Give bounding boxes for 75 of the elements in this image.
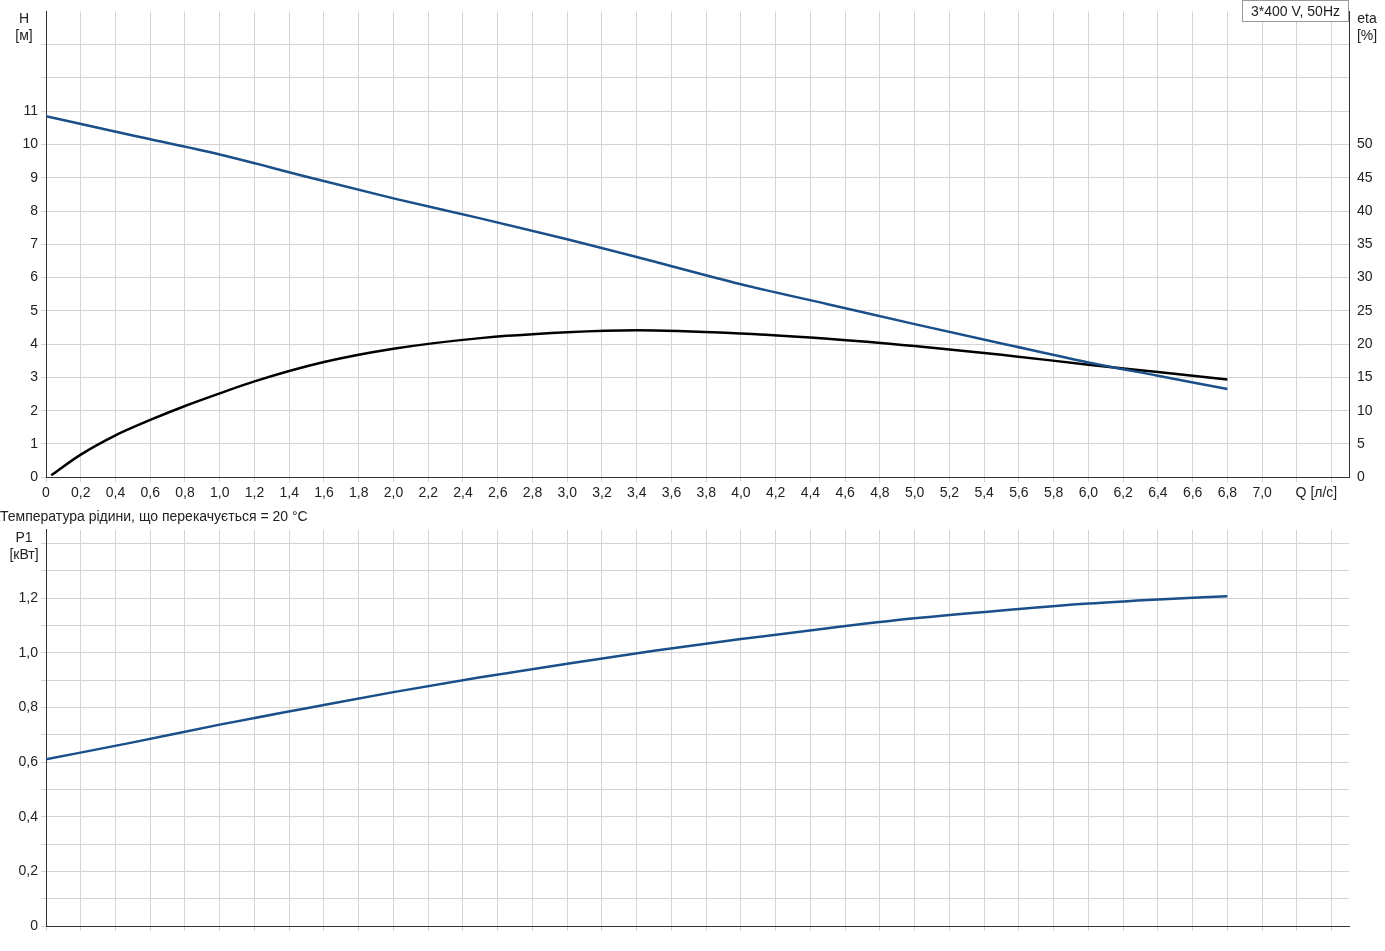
x-tick-label: 5,4 bbox=[974, 484, 995, 501]
line-series bbox=[46, 594, 1229, 761]
y-tick-label: 0 bbox=[30, 916, 39, 933]
x-tick-label: 7,0 bbox=[1252, 484, 1273, 501]
x-tick-label: 0,6 bbox=[140, 484, 161, 501]
y2-axis-title: eta [%] bbox=[1356, 10, 1378, 44]
y2-tick-label: 5 bbox=[1357, 434, 1365, 451]
x-tick-label: 4,8 bbox=[870, 484, 890, 501]
y2-tick-label: 20 bbox=[1357, 334, 1373, 351]
y-tick-label: 1 bbox=[30, 434, 39, 451]
y2-tick-label: 40 bbox=[1357, 201, 1373, 218]
y-tick-label: 0,4 bbox=[18, 807, 39, 824]
x-tick-label: 5,8 bbox=[1043, 484, 1064, 501]
y-tick-label: 7 bbox=[30, 235, 39, 252]
x-tick-label: 4,4 bbox=[800, 484, 821, 501]
x-tick-label: 1,6 bbox=[314, 484, 334, 501]
y-tick-label: 0 bbox=[30, 468, 39, 485]
y2-tick-label: 0 bbox=[1357, 468, 1365, 485]
x-tick-label: 2,8 bbox=[522, 484, 543, 501]
x-tick-label: 3,0 bbox=[557, 484, 578, 501]
y-tick-label: 1,2 bbox=[18, 588, 39, 605]
y2-tick-label: 45 bbox=[1357, 168, 1373, 185]
x-tick-label: 3,4 bbox=[626, 484, 647, 501]
x-tick-label: 4,0 bbox=[731, 484, 751, 501]
x-tick-label: 4,2 bbox=[765, 484, 786, 501]
y2-tick-label: 35 bbox=[1357, 235, 1373, 252]
x-tick-label: 4,6 bbox=[835, 484, 856, 501]
x-tick-label: 6,4 bbox=[1148, 484, 1168, 501]
y-tick-label: 4 bbox=[30, 334, 39, 351]
y-tick-label: 9 bbox=[30, 168, 39, 185]
x-tick-label: 2,0 bbox=[383, 484, 404, 501]
x-tick-label: 5,6 bbox=[1009, 484, 1029, 501]
x-tick-label: 3,6 bbox=[661, 484, 682, 501]
y-tick-label: 1,0 bbox=[18, 643, 39, 660]
chart-title: Температура рідини, що перекачується = 20 °C bbox=[0, 508, 308, 525]
x-tick-label: 2,4 bbox=[453, 484, 473, 501]
x-axis-title: Q [л/с] bbox=[1295, 484, 1338, 501]
x-tick-label: 0,2 bbox=[71, 484, 91, 501]
x-tick-label: 5,2 bbox=[939, 484, 960, 501]
y-tick-label: 2 bbox=[30, 401, 39, 418]
x-tick-label: 0,8 bbox=[175, 484, 195, 501]
x-tick-label: 1,2 bbox=[244, 484, 265, 501]
y-tick-label: 8 bbox=[30, 201, 39, 218]
y-tick-label: 5 bbox=[30, 301, 39, 318]
x-tick-label: 3,8 bbox=[696, 484, 717, 501]
y-axis-title: P1 [кВт] bbox=[9, 528, 39, 562]
x-tick-label: 2,6 bbox=[487, 484, 508, 501]
x-tick-label: 0 bbox=[42, 484, 51, 501]
y2-tick-label: 25 bbox=[1357, 301, 1373, 318]
annotation: 3*400 V, 50Hz bbox=[1242, 0, 1349, 22]
line-series bbox=[49, 328, 1229, 477]
y-tick-label: 10 bbox=[22, 135, 39, 152]
x-tick-label: 5,0 bbox=[904, 484, 925, 501]
x-tick-label: 3,2 bbox=[592, 484, 612, 501]
y-tick-label: 0,8 bbox=[18, 698, 39, 715]
x-tick-label: 6,8 bbox=[1217, 484, 1238, 501]
x-tick-label: 1,8 bbox=[348, 484, 369, 501]
y2-tick-label: 50 bbox=[1357, 135, 1373, 152]
x-tick-label: 1,4 bbox=[279, 484, 300, 501]
y-tick-label: 0,6 bbox=[18, 752, 39, 769]
x-tick-label: 6,6 bbox=[1182, 484, 1203, 501]
x-tick-label: 2,2 bbox=[418, 484, 439, 501]
y2-tick-label: 10 bbox=[1357, 401, 1373, 418]
y-tick-label: 11 bbox=[23, 102, 39, 119]
x-tick-label: 1,0 bbox=[210, 484, 230, 501]
y2-tick-label: 15 bbox=[1357, 368, 1373, 385]
line-series bbox=[46, 114, 1229, 391]
y-axis-title: H [м] bbox=[15, 10, 33, 44]
x-tick-label: 6,0 bbox=[1078, 484, 1099, 501]
y-tick-label: 6 bbox=[30, 268, 39, 285]
y-tick-label: 0,2 bbox=[18, 862, 39, 879]
y2-tick-label: 30 bbox=[1357, 268, 1373, 285]
x-tick-label: 6,2 bbox=[1113, 484, 1134, 501]
y-tick-label: 3 bbox=[30, 368, 39, 385]
x-tick-label: 0,4 bbox=[105, 484, 126, 501]
